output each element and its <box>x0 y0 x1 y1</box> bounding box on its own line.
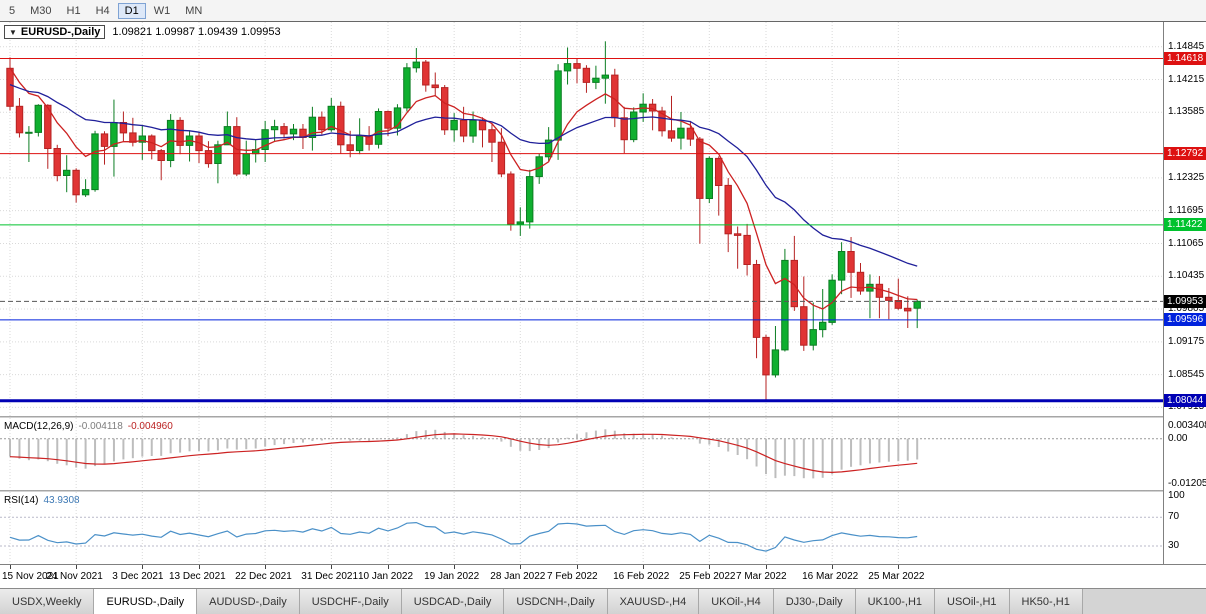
timeframe-button-mn[interactable]: MN <box>185 4 203 17</box>
date-axis-label: 25 Feb 2022 <box>679 571 736 582</box>
rsi-axis-label: 70 <box>1168 511 1180 523</box>
date-tick <box>331 565 333 569</box>
symbol-title: EURUSD-,Daily <box>20 26 101 38</box>
chart-tab-dj30-daily[interactable]: DJ30-,Daily <box>773 589 856 614</box>
chart-tab-ukoil-h4[interactable]: UKOil-,H4 <box>699 589 774 614</box>
date-tick <box>832 565 834 569</box>
timeframe-button-w1[interactable]: W1 <box>153 4 171 17</box>
timeframe-button-h1[interactable]: H1 <box>66 4 81 17</box>
chart-tab-audusd-daily[interactable]: AUDUSD-,Daily <box>197 589 300 614</box>
chart-tab-bar: USDX,Weekly EURUSD-,Daily AUDUSD-,Daily USD… <box>0 588 1206 614</box>
date-axis-label: 28 Jan 2022 <box>490 571 546 582</box>
macd-name: MACD(12,26,9) <box>4 421 74 432</box>
price-axis[interactable]: 1.14845 1.14215 1.13585 1.12325 1.11695 1.110… <box>1163 22 1206 564</box>
price-axis-label: 1.14845 <box>1168 40 1205 52</box>
chart-tab-usdcnh-daily[interactable]: USDCNH-,Daily <box>504 589 608 614</box>
rsi-value: 43.9308 <box>43 495 80 506</box>
timeframe-toolbar: 5 M30 H1 H4 D1 W1 MN <box>0 0 1206 22</box>
price-axis-label: 1.13585 <box>1168 106 1205 118</box>
chart-title: ▼ EURUSD-,Daily 1.09821 1.09987 1.09439 … <box>4 25 281 39</box>
rsi-name: RSI(14) <box>4 495 39 506</box>
chevron-down-icon: ▼ <box>9 27 17 37</box>
macd-axis-label: 0.003408 <box>1168 419 1206 431</box>
chart-tab-usdchf-daily[interactable]: USDCHF-,Daily <box>299 589 402 614</box>
hline-price-label[interactable]: 1.12792 <box>1164 147 1206 161</box>
date-tick <box>142 565 144 569</box>
date-tick <box>265 565 267 569</box>
date-tick <box>766 565 767 569</box>
date-tick <box>520 565 522 569</box>
chart-tab-usdx-weekly[interactable]: USDX,Weekly <box>0 589 95 614</box>
current-price-label: 1.09953 <box>1164 294 1206 308</box>
price-axis-label: 1.11065 <box>1168 237 1204 249</box>
panel-separator[interactable] <box>0 490 1163 492</box>
date-axis[interactable]: 15 Nov 2021 24 Nov 2021 3 Dec 2021 13 Dec 2… <box>0 564 1206 588</box>
date-tick <box>388 565 389 569</box>
date-tick <box>76 565 78 569</box>
date-axis-label: 22 Dec 2021 <box>235 571 292 582</box>
timeframe-button-m30[interactable]: M30 <box>30 4 52 17</box>
price-axis-label: 1.10435 <box>1168 270 1205 282</box>
macd-axis-label: -0.012054 <box>1168 478 1206 490</box>
chart-tab-usoil-h1[interactable]: USOil-,H1 <box>935 589 1010 614</box>
hline-price-label[interactable]: 1.08044 <box>1164 394 1206 408</box>
chart-tab-uk100-h1[interactable]: UK100-,H1 <box>855 589 936 614</box>
ohlc-values: 1.09821 1.09987 1.09439 1.09953 <box>112 26 281 38</box>
chart-tab-usdcad-daily[interactable]: USDCAD-,Daily <box>401 589 505 614</box>
date-axis-label: 3 Dec 2021 <box>112 571 164 582</box>
hline-price-label[interactable]: 1.09596 <box>1164 313 1206 327</box>
macd-signal-value: -0.004960 <box>127 421 173 432</box>
price-axis-label: 1.14215 <box>1168 73 1205 85</box>
macd-indicator-canvas[interactable] <box>0 418 1163 490</box>
date-tick <box>643 565 645 569</box>
hline-price-label[interactable]: 1.11422 <box>1164 218 1206 232</box>
date-tick <box>898 565 900 569</box>
chart-tab-xauusd-h4[interactable]: XAUUSD-,H4 <box>607 589 700 614</box>
date-axis-label: 7 Mar 2022 <box>736 571 787 582</box>
macd-label: MACD(12,26,9) -0.004118 -0.004960 <box>4 421 173 432</box>
date-axis-label: 10 Jan 2022 <box>358 571 414 582</box>
timeframe-button-5[interactable]: 5 <box>9 4 16 17</box>
price-axis-label: 1.11695 <box>1168 204 1204 216</box>
date-tick <box>199 565 200 569</box>
timeframe-button-d1[interactable]: D1 <box>117 2 146 19</box>
date-tick <box>10 565 11 569</box>
price-axis-label: 1.09805 <box>1168 303 1205 314</box>
price-axis-label: 1.12325 <box>1168 171 1205 183</box>
chart-tab-eurusd-daily[interactable]: EURUSD-,Daily <box>94 589 198 614</box>
rsi-axis-label: 100 <box>1168 489 1185 501</box>
rsi-axis-label: 30 <box>1168 540 1180 551</box>
macd-axis-label: 0.00 <box>1168 432 1188 444</box>
main-chart-canvas[interactable] <box>0 22 1163 416</box>
macd-value: -0.004118 <box>78 421 123 432</box>
chart-tab-hk50-h1[interactable]: HK50-,H1 <box>1009 589 1083 614</box>
date-tick <box>577 565 578 569</box>
date-axis-label: 25 Mar 2022 <box>868 571 925 582</box>
date-axis-label: 7 Feb 2022 <box>547 571 598 582</box>
hline-price-label[interactable]: 1.14618 <box>1164 52 1206 65</box>
date-axis-label: 16 Mar 2022 <box>802 571 859 582</box>
date-tick <box>454 565 456 569</box>
date-axis-label: 15 Nov 2021 <box>2 571 59 582</box>
date-axis-label: 13 Dec 2021 <box>169 571 226 582</box>
timeframe-button-h4[interactable]: H4 <box>95 4 110 17</box>
rsi-label: RSI(14) 43.9308 <box>4 495 80 506</box>
date-axis-label: 31 Dec 2021 <box>301 571 359 582</box>
panel-separator[interactable] <box>0 416 1163 418</box>
price-axis-label: 1.08545 <box>1168 368 1205 380</box>
symbol-selector[interactable]: ▼ EURUSD-,Daily <box>4 25 106 39</box>
price-axis-label: 1.09175 <box>1168 335 1205 347</box>
date-axis-label: 19 Jan 2022 <box>424 571 480 582</box>
date-axis-label: 24 Nov 2021 <box>46 571 103 582</box>
date-axis-label: 16 Feb 2022 <box>613 571 670 582</box>
date-tick <box>709 565 711 569</box>
rsi-indicator-canvas[interactable] <box>0 492 1163 564</box>
